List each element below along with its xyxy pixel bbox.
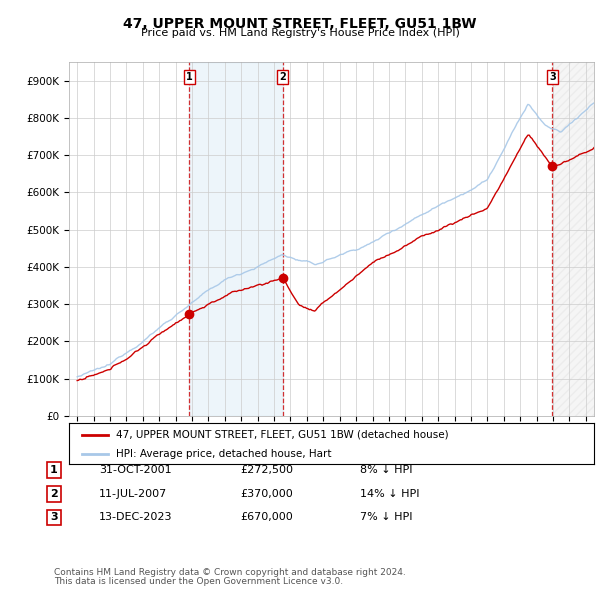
Text: 2: 2 — [50, 489, 58, 499]
Text: 7% ↓ HPI: 7% ↓ HPI — [360, 513, 413, 522]
Text: 2: 2 — [280, 72, 286, 82]
Text: 47, UPPER MOUNT STREET, FLEET, GU51 1BW (detached house): 47, UPPER MOUNT STREET, FLEET, GU51 1BW … — [116, 430, 449, 440]
Text: Contains HM Land Registry data © Crown copyright and database right 2024.: Contains HM Land Registry data © Crown c… — [54, 568, 406, 576]
Text: 1: 1 — [50, 466, 58, 475]
Text: £272,500: £272,500 — [240, 466, 293, 475]
Text: This data is licensed under the Open Government Licence v3.0.: This data is licensed under the Open Gov… — [54, 577, 343, 586]
Text: 11-JUL-2007: 11-JUL-2007 — [99, 489, 167, 499]
Text: Price paid vs. HM Land Registry's House Price Index (HPI): Price paid vs. HM Land Registry's House … — [140, 28, 460, 38]
Text: 14% ↓ HPI: 14% ↓ HPI — [360, 489, 419, 499]
Text: £370,000: £370,000 — [240, 489, 293, 499]
Text: 3: 3 — [549, 72, 556, 82]
Text: 13-DEC-2023: 13-DEC-2023 — [99, 513, 173, 522]
Text: £670,000: £670,000 — [240, 513, 293, 522]
Text: 1: 1 — [186, 72, 193, 82]
Text: 8% ↓ HPI: 8% ↓ HPI — [360, 466, 413, 475]
Bar — [553, 62, 594, 416]
Text: 3: 3 — [50, 513, 58, 522]
Text: 31-OCT-2001: 31-OCT-2001 — [99, 466, 172, 475]
Text: HPI: Average price, detached house, Hart: HPI: Average price, detached house, Hart — [116, 449, 332, 459]
Text: 47, UPPER MOUNT STREET, FLEET, GU51 1BW: 47, UPPER MOUNT STREET, FLEET, GU51 1BW — [123, 17, 477, 31]
Bar — [189, 62, 283, 416]
